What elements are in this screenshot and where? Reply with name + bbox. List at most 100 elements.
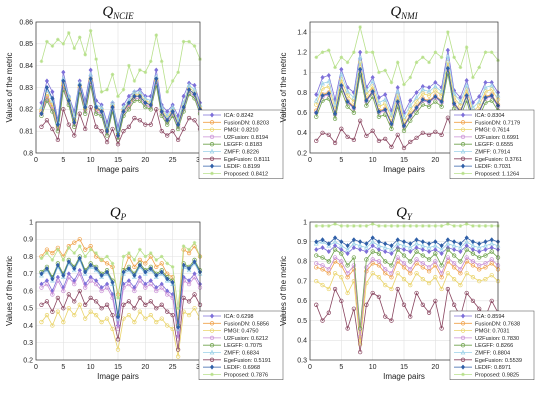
data-point — [477, 224, 481, 228]
data-point — [376, 275, 382, 280]
data-point — [483, 247, 488, 253]
data-point — [115, 132, 121, 139]
data-point — [175, 347, 181, 352]
data-point — [181, 244, 186, 248]
data-point — [483, 239, 488, 245]
legend-label: Proposed: 0.8412 — [224, 171, 268, 177]
legend-marker — [460, 349, 466, 355]
y-tick-label: 0.83 — [19, 85, 33, 92]
data-point — [314, 239, 319, 245]
axes-frame — [309, 21, 499, 154]
series-ledif — [39, 76, 203, 139]
x-tick-label: 5 — [61, 364, 65, 371]
series-line — [41, 257, 201, 328]
data-point — [99, 108, 104, 115]
data-point — [148, 281, 153, 287]
data-point — [39, 59, 44, 64]
data-point — [351, 263, 357, 268]
legend-marker — [209, 112, 215, 118]
data-point — [445, 53, 451, 59]
data-point — [110, 126, 115, 132]
data-point — [370, 128, 375, 133]
data-point — [116, 296, 120, 300]
data-point — [401, 253, 407, 258]
legend-label: PMGI: 0.7614 — [475, 128, 510, 134]
legend-marker — [209, 357, 215, 362]
data-point — [345, 290, 350, 296]
x-tick-label: 15 — [400, 364, 408, 371]
data-point — [470, 239, 476, 245]
data-point — [439, 55, 444, 60]
legend-marker — [210, 372, 214, 377]
legend-label: LEDIF: 0.7031 — [475, 164, 511, 170]
data-point — [345, 93, 350, 98]
data-point — [159, 129, 164, 134]
data-point — [326, 248, 331, 255]
legend-label: LEDIF: 0.8971 — [475, 365, 511, 371]
data-point — [414, 237, 419, 243]
data-point — [439, 326, 444, 331]
data-point — [358, 224, 362, 228]
data-point — [143, 261, 148, 266]
series-zmff — [313, 53, 501, 119]
data-point — [489, 240, 495, 246]
data-point — [483, 84, 488, 90]
data-point — [464, 235, 469, 241]
data-point — [376, 259, 382, 264]
data-point — [77, 271, 82, 276]
data-point — [154, 107, 159, 112]
data-point — [408, 241, 413, 247]
data-point — [77, 255, 82, 261]
data-point — [186, 281, 192, 287]
data-point — [50, 276, 55, 282]
legend-marker — [209, 364, 215, 370]
legend-label: LEGFF: 0.7075 — [224, 343, 262, 349]
data-point — [483, 242, 488, 248]
data-point — [181, 104, 186, 110]
data-point — [445, 71, 451, 76]
x-axis-label: Image pairs — [383, 165, 425, 174]
data-point — [395, 93, 400, 98]
data-point — [110, 313, 115, 318]
data-point — [170, 265, 175, 269]
data-point — [420, 91, 425, 96]
data-point — [314, 302, 319, 307]
data-point — [370, 271, 375, 276]
legend-label: ICA: 0.8594 — [475, 314, 505, 320]
data-point — [61, 272, 66, 279]
y-tick-label: 0.4 — [297, 338, 307, 345]
data-point — [408, 282, 413, 288]
data-point — [357, 118, 363, 123]
data-point — [358, 66, 363, 72]
data-point — [138, 247, 142, 252]
data-point — [383, 224, 387, 228]
y-tick-label: 0.6 — [23, 288, 33, 295]
data-point — [88, 278, 93, 283]
data-point — [420, 277, 425, 282]
data-point — [477, 248, 482, 255]
legend-marker — [209, 343, 215, 348]
data-point — [148, 265, 153, 272]
data-point — [83, 126, 88, 132]
data-point — [99, 104, 104, 110]
data-point — [445, 286, 451, 292]
data-point — [104, 128, 110, 134]
data-point — [165, 90, 169, 94]
data-point — [72, 281, 77, 287]
data-point — [383, 136, 388, 142]
data-point — [55, 295, 61, 301]
data-point — [345, 104, 350, 109]
data-point — [148, 278, 153, 284]
data-point — [389, 250, 394, 257]
data-point — [170, 129, 175, 134]
legend-marker — [460, 112, 466, 118]
data-point — [407, 102, 413, 108]
data-point — [56, 37, 60, 42]
data-point — [115, 337, 121, 342]
legend-marker — [460, 328, 466, 333]
data-point — [358, 25, 362, 29]
chart-title: QNCIE — [102, 4, 134, 21]
data-point — [149, 251, 153, 255]
data-point — [339, 298, 344, 304]
y-tick-label: 0.2 — [297, 150, 307, 157]
